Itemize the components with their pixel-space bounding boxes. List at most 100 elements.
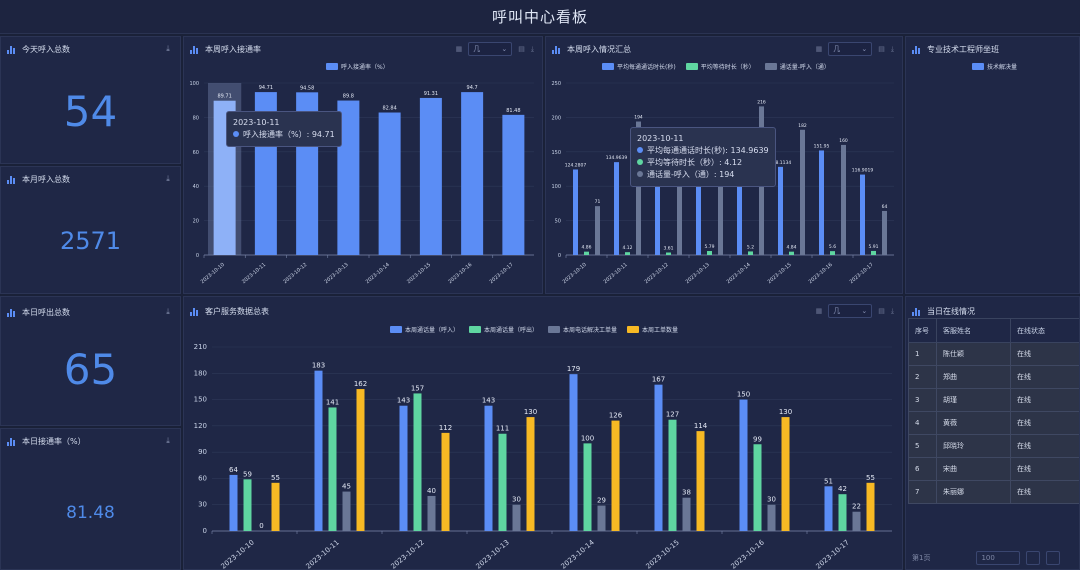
legend-label: 平均等待时长（秒） (700, 64, 755, 71)
bar (800, 129, 805, 255)
bar (654, 384, 663, 531)
online-status: 在线 (1010, 342, 1079, 366)
table-row[interactable]: 7 朱丽娜 在线 (908, 480, 1079, 504)
tooltip-line: 平均每通通话时长(秒): 134.9639 (647, 146, 769, 155)
table-row[interactable]: 5 邱晓玲 在线 (908, 434, 1079, 458)
data-label: 150 (737, 391, 750, 399)
data-label: 179 (567, 365, 580, 373)
table-icon[interactable]: ▤ (878, 45, 885, 53)
kpi-title: 本日接通率（%） (22, 436, 86, 446)
data-label: 183 (312, 362, 325, 370)
column-header[interactable]: 在线状态 (1010, 318, 1079, 343)
legend-label: 本周通话量（呼入） (405, 327, 460, 334)
grid-icon[interactable]: ▦ (815, 45, 823, 53)
bar (413, 393, 422, 531)
data-label: 22 (852, 503, 861, 511)
bar (597, 505, 606, 531)
x-tick-label: 2023-10-16 (808, 262, 834, 285)
prev-page-button[interactable] (1026, 551, 1041, 565)
table-row[interactable]: 2 郑曲 在线 (908, 365, 1079, 389)
rate-tooltip: 2023-10-11 呼入接通率（%）: 94.71 (226, 111, 342, 147)
tooltip-line: 平均等待时长（秒）: 4.12 (647, 158, 743, 167)
data-label: 162 (354, 380, 367, 388)
kpi-today-rate: 本日接通率（%） ⤓ 81.48 (0, 428, 181, 570)
download-icon[interactable]: ⤓ (530, 44, 534, 53)
chart-type-select[interactable]: 几 ⌄ (468, 42, 513, 56)
data-label: 141 (326, 398, 339, 406)
table-row[interactable]: 3 胡瑾 在线 (908, 388, 1079, 412)
grid-icon[interactable]: ▦ (455, 45, 463, 53)
download-icon[interactable]: ⤓ (166, 44, 170, 53)
data-label: 116.9019 (852, 168, 874, 174)
data-label: 94.71 (259, 85, 273, 91)
download-icon[interactable]: ⤓ (166, 307, 170, 316)
data-label: 126 (609, 412, 623, 420)
data-label: 112 (439, 424, 452, 432)
bar (696, 165, 701, 255)
column-header[interactable]: 序号 (908, 318, 937, 343)
y-tick-label: 180 (194, 369, 207, 377)
bar (852, 511, 861, 531)
legend-swatch (469, 326, 482, 333)
next-page-button[interactable] (1046, 551, 1061, 565)
y-tick-label: 40 (193, 184, 199, 190)
table-row[interactable]: 1 陈仕颖 在线 (908, 342, 1079, 366)
page-size-select[interactable]: 100 (976, 551, 1021, 565)
x-tick-label: 2023-10-16 (729, 538, 766, 570)
x-tick-label: 2023-10-10 (200, 262, 226, 285)
chevron-down-icon: ⌄ (861, 45, 868, 53)
bar (584, 251, 589, 255)
online-status: 在线 (1010, 388, 1079, 412)
chart-type-select[interactable]: 几 ⌄ (828, 42, 873, 56)
column-header[interactable]: 客服姓名 (936, 318, 1011, 343)
kpi-month-calls: 本月呼入总数 ⤓ 2571 (0, 166, 181, 294)
chart-type-select[interactable]: 几 ⌄ (828, 304, 873, 318)
bar (502, 114, 525, 255)
table-row[interactable]: 4 黄薇 在线 (908, 411, 1079, 435)
y-tick-label: 250 (551, 81, 561, 87)
data-label: 128.1134 (770, 160, 792, 166)
kpi-value: 65 (63, 345, 118, 394)
y-tick-label: 100 (551, 184, 561, 190)
bar (824, 486, 833, 531)
bar (767, 504, 776, 531)
legend-label: 本周通话量（呼出） (484, 327, 539, 334)
data-label: 160 (839, 138, 848, 144)
table-row[interactable]: 6 宋曲 在线 (908, 457, 1079, 481)
x-tick-label: 2023-10-14 (726, 262, 752, 285)
agent-name: 胡瑾 (936, 388, 1011, 412)
download-icon[interactable]: ⤓ (890, 306, 894, 315)
data-label: 45 (342, 483, 351, 491)
x-tick-label: 2023-10-12 (282, 262, 308, 285)
online-status: 在线 (1010, 434, 1079, 458)
online-status: 在线 (1010, 457, 1079, 481)
download-icon[interactable]: ⤓ (890, 44, 894, 53)
summary-chart-panel: 本周呼入情况汇总 ▦ 几 ⌄ ▤ ⤓ 平均每通通话时长(秒) 平均等待时长（秒） … (545, 36, 903, 294)
x-tick-label: 2023-10-14 (559, 538, 596, 570)
x-tick-label: 2023-10-15 (406, 262, 432, 285)
chevron-down-icon: ⌄ (861, 307, 868, 315)
download-icon[interactable]: ⤓ (166, 174, 170, 183)
x-tick-label: 2023-10-11 (304, 538, 340, 570)
data-label: 42 (838, 485, 847, 493)
x-tick-label: 2023-10-13 (474, 538, 510, 570)
data-label: 64 (229, 466, 238, 474)
tooltip-date: 2023-10-11 (233, 118, 280, 127)
data-label: 114 (694, 422, 708, 430)
kpi-value: 81.48 (66, 503, 115, 523)
table-icon[interactable]: ▤ (878, 307, 885, 315)
online-status: 在线 (1010, 480, 1079, 504)
y-tick-label: 120 (194, 422, 207, 430)
bar (819, 150, 824, 255)
table-icon[interactable]: ▤ (518, 45, 525, 53)
download-icon[interactable]: ⤓ (166, 436, 170, 445)
online-status: 在线 (1010, 365, 1079, 389)
summary-legend: 平均每通通话时长(秒) 平均等待时长（秒） 通话量-呼入（通） (602, 62, 830, 71)
grid-icon[interactable]: ▦ (815, 307, 823, 315)
select-value: 几 (473, 45, 481, 53)
bar-chart-icon (7, 437, 16, 446)
kpi-today-out: 本日呼出总数 ⤓ 65 (0, 296, 181, 426)
bar (707, 251, 712, 255)
x-tick-label: 2023-10-14 (365, 262, 391, 285)
y-tick-label: 50 (555, 219, 561, 225)
